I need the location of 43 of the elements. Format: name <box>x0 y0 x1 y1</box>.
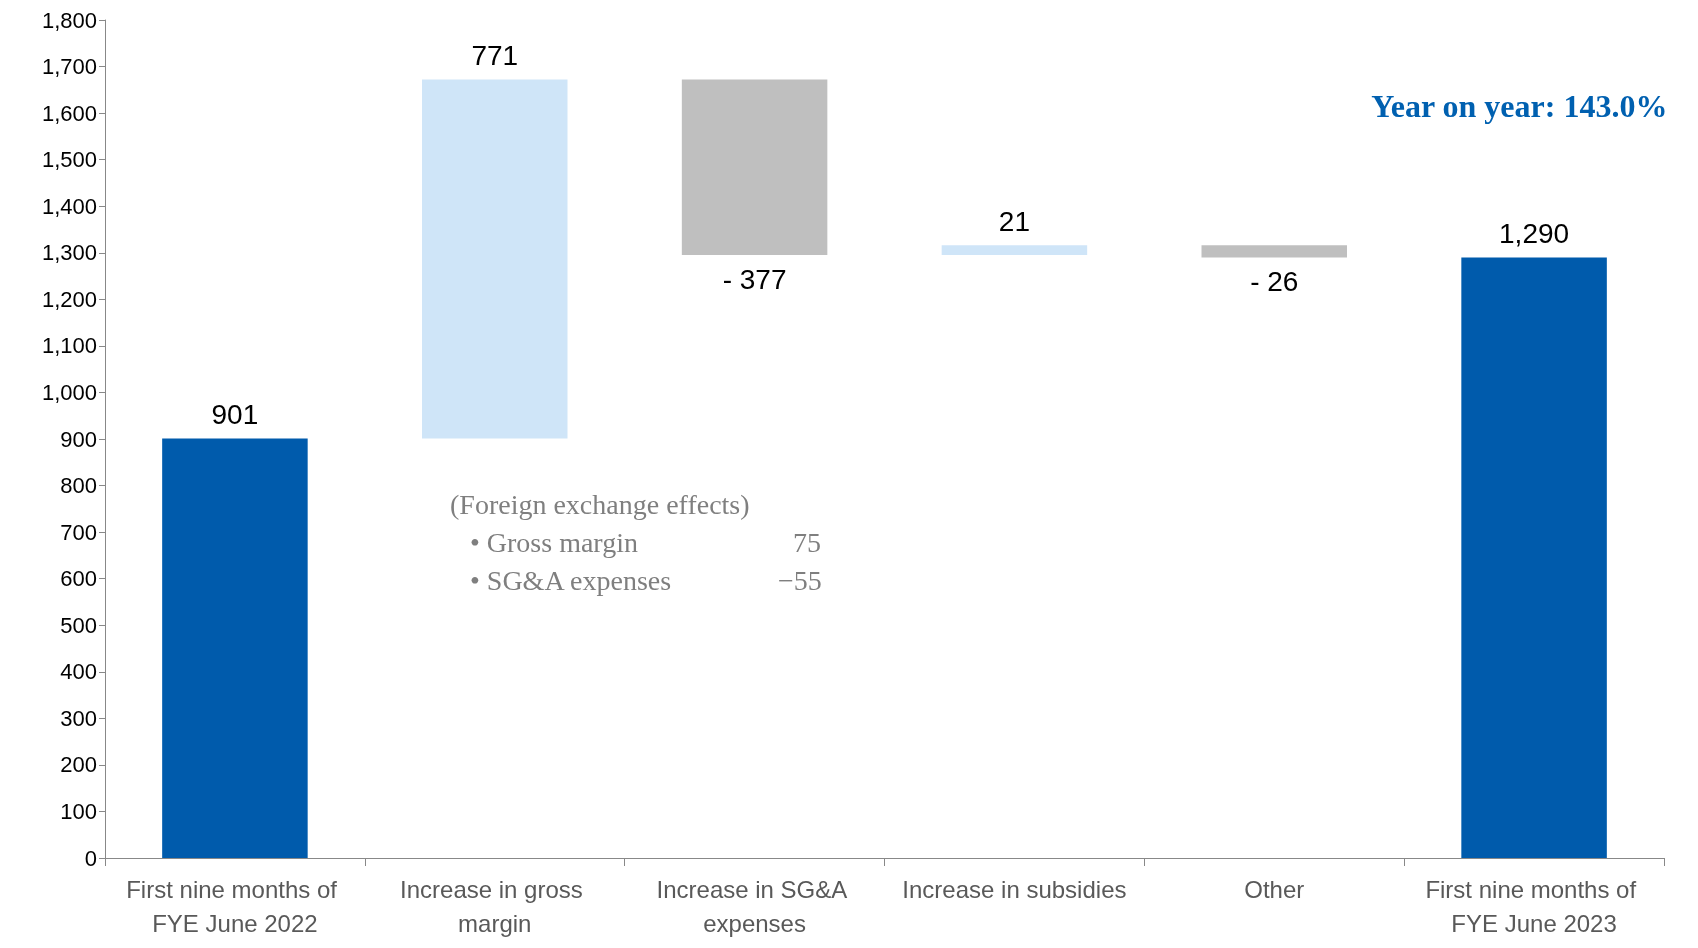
bar <box>941 245 1088 256</box>
data-label: 1,290 <box>1499 217 1570 249</box>
annotation: −55 <box>778 564 822 596</box>
bar <box>1461 257 1607 858</box>
data-label: 771 <box>471 40 519 72</box>
y-tick-label: 1,300 <box>41 240 97 266</box>
y-tick-label: 1,600 <box>41 100 97 126</box>
x-tick-label: First nine months of FYE June 2023 <box>1425 875 1643 937</box>
data-label: 901 <box>211 399 259 431</box>
y-tick-label: 1,400 <box>41 193 97 219</box>
bar <box>162 438 308 858</box>
data-label: 21 <box>998 205 1030 237</box>
y-tick-label: 800 <box>60 473 97 499</box>
annotation: (Foreign exchange effects) <box>450 488 750 520</box>
y-tick-label: 100 <box>60 798 97 824</box>
y-tick-label: 700 <box>60 519 97 545</box>
bar <box>681 79 828 256</box>
x-tick-label: First nine months of FYE June 2022 <box>126 875 344 937</box>
data-label: - 26 <box>1250 265 1299 297</box>
y-tick-label: 0 <box>84 845 97 871</box>
annotation: Year on year: 143.0% <box>1371 88 1668 124</box>
y-tick-label: 1,700 <box>41 54 97 80</box>
y-tick-label: 300 <box>60 705 97 731</box>
bar <box>422 79 568 439</box>
x-tick-label: Increase in SG&A expenses <box>656 875 853 937</box>
y-tick-label: 500 <box>60 612 97 638</box>
y-tick-label: 600 <box>60 566 97 592</box>
y-tick-label: 1,500 <box>41 147 97 173</box>
annotation: • SG&A expenses <box>470 564 672 596</box>
annotation: 75 <box>793 526 821 558</box>
y-tick-label: 900 <box>60 426 97 452</box>
y-tick-label: 400 <box>60 659 97 685</box>
bar <box>1201 245 1347 258</box>
x-tick-label: Other <box>1244 875 1305 903</box>
y-tick-label: 1,000 <box>41 379 97 405</box>
y-tick-label: 200 <box>60 752 97 778</box>
x-tick-label: Increase in gross margin <box>400 875 590 937</box>
annotation: • Gross margin <box>470 526 638 558</box>
x-tick-label: Increase in subsidies <box>902 875 1127 903</box>
y-tick-label: 1,800 <box>41 7 97 33</box>
data-label: - 377 <box>722 263 787 295</box>
y-tick-label: 1,100 <box>41 333 97 359</box>
y-tick-label: 1,200 <box>41 286 97 312</box>
